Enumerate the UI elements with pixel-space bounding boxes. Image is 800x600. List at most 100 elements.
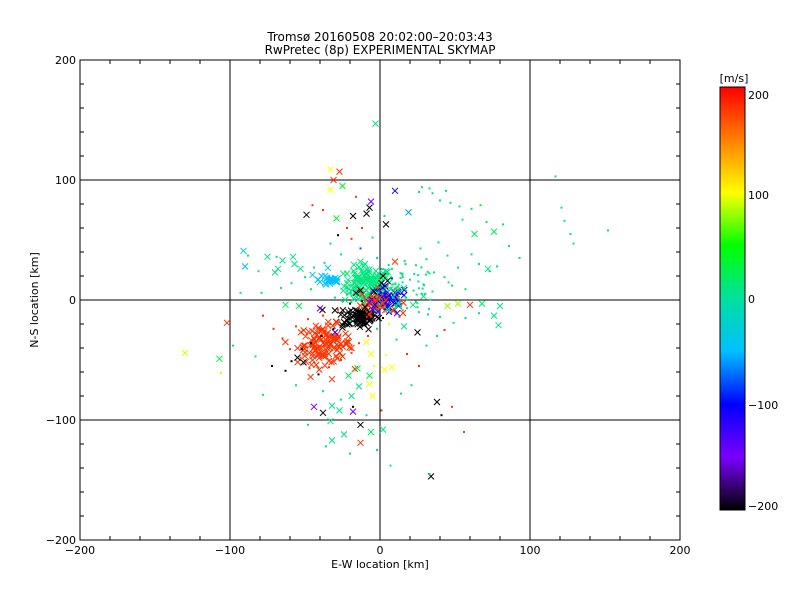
data-point-dot — [289, 348, 291, 351]
data-point-dot — [379, 306, 382, 309]
data-point-x — [369, 392, 376, 400]
data-point-dot — [436, 335, 438, 337]
data-point-dot — [311, 204, 314, 207]
data-point-dot — [418, 365, 420, 367]
data-point-dot — [397, 297, 400, 300]
colorbar — [720, 87, 745, 510]
data-point-dot — [422, 283, 425, 286]
data-point-dot — [262, 393, 264, 396]
y-tick-label: −200 — [46, 534, 76, 547]
data-point-x — [414, 329, 421, 336]
data-point-dot — [272, 327, 275, 330]
data-point-x — [351, 365, 359, 373]
data-point-dot — [323, 261, 326, 264]
data-point-dot — [322, 390, 324, 393]
x-tick-label: 100 — [520, 544, 541, 557]
data-point-x — [327, 275, 334, 282]
data-point-dot — [427, 313, 429, 316]
data-point-x — [336, 407, 343, 414]
data-point-dot — [420, 292, 423, 295]
data-point-x — [340, 431, 348, 438]
data-point-x — [342, 330, 349, 337]
data-point-x — [378, 279, 385, 287]
data-point-x — [328, 402, 336, 409]
data-point-dot — [447, 281, 450, 284]
data-point-x — [343, 317, 351, 324]
data-point-dot — [458, 205, 461, 208]
data-point-dot — [349, 452, 351, 455]
data-point-x — [300, 359, 307, 366]
data-point-dot — [378, 282, 381, 285]
data-point-dot — [262, 314, 264, 317]
y-tick-label: 200 — [55, 54, 76, 67]
data-point-x — [328, 437, 336, 444]
data-point-x — [316, 278, 324, 286]
data-point-x — [315, 351, 322, 359]
data-point-dot — [328, 366, 330, 369]
data-point-dot — [350, 237, 353, 240]
data-point-dot — [367, 335, 369, 337]
data-point-dot — [310, 288, 312, 291]
x-tick-label: −200 — [65, 544, 95, 557]
data-point-dot — [461, 218, 464, 221]
data-point-dot — [415, 293, 418, 296]
data-point-dot — [364, 276, 367, 279]
data-point-x — [349, 408, 357, 415]
x-tick-label: 0 — [377, 544, 384, 557]
data-point-dot — [361, 300, 363, 303]
data-point-x — [297, 265, 304, 273]
data-point-x — [379, 426, 387, 433]
data-point-x — [382, 221, 390, 228]
data-point-dot — [395, 338, 398, 341]
data-point-dot — [508, 245, 510, 247]
data-point-dot — [457, 266, 459, 269]
data-point-x — [328, 375, 336, 383]
data-point-dot — [404, 296, 407, 299]
data-point-x — [331, 277, 339, 285]
data-point-x — [345, 285, 352, 293]
data-point-dot — [399, 277, 402, 280]
data-point-dot — [409, 278, 411, 281]
data-point-x — [315, 327, 323, 334]
data-point-x — [387, 285, 394, 293]
data-point-dot — [381, 301, 384, 304]
data-point-dot — [350, 301, 353, 304]
data-point-dot — [394, 304, 397, 307]
data-point-dot — [385, 354, 387, 357]
data-point-x — [361, 277, 369, 285]
data-point-dot — [446, 254, 449, 257]
data-point-x — [478, 300, 486, 307]
data-point-dot — [284, 369, 287, 372]
data-point-dot — [401, 273, 404, 276]
data-point-x — [365, 268, 373, 276]
data-point-x — [351, 270, 358, 277]
data-point-dot — [449, 201, 452, 204]
data-point-x — [336, 168, 343, 175]
data-point-dot — [332, 327, 335, 330]
data-point-dot — [433, 271, 435, 274]
data-point-dot — [406, 299, 408, 301]
data-point-dot — [375, 291, 378, 294]
data-point-dot — [390, 276, 393, 279]
data-point-dot — [393, 293, 396, 296]
data-point-dot — [313, 266, 315, 269]
data-point-x — [325, 350, 333, 358]
data-point-x — [400, 284, 408, 292]
data-point-dot — [260, 291, 263, 294]
data-point-x — [361, 260, 369, 268]
data-point-dot — [310, 342, 312, 345]
data-point-x — [433, 398, 441, 406]
data-point-dot — [401, 309, 404, 312]
data-point-x — [384, 277, 391, 285]
data-point-dot — [463, 431, 465, 433]
data-point-x — [393, 309, 401, 317]
data-point-dot — [425, 273, 428, 276]
data-point-dot — [299, 356, 302, 359]
data-point-dot — [365, 414, 368, 417]
data-point-x — [279, 257, 286, 264]
data-point-x — [381, 366, 388, 373]
data-point-dot — [425, 344, 428, 347]
data-point-x — [357, 308, 364, 316]
data-point-x — [333, 319, 341, 327]
data-point-x — [323, 331, 330, 338]
